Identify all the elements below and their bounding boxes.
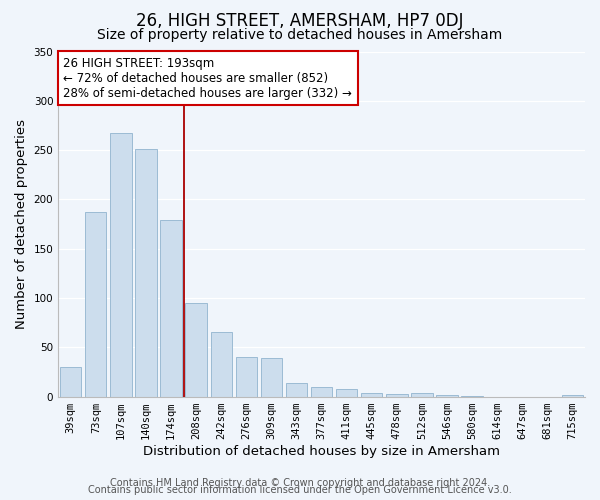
Bar xyxy=(436,394,458,396)
Text: Size of property relative to detached houses in Amersham: Size of property relative to detached ho… xyxy=(97,28,503,42)
Bar xyxy=(85,212,106,396)
Bar xyxy=(311,386,332,396)
Bar xyxy=(336,388,358,396)
Bar xyxy=(386,394,407,396)
Bar xyxy=(261,358,282,397)
Bar xyxy=(562,394,583,396)
Bar xyxy=(411,392,433,396)
Bar xyxy=(236,357,257,397)
Bar xyxy=(361,392,382,396)
Bar xyxy=(185,303,207,396)
Bar xyxy=(110,134,131,396)
Text: 26, HIGH STREET, AMERSHAM, HP7 0DJ: 26, HIGH STREET, AMERSHAM, HP7 0DJ xyxy=(136,12,464,30)
X-axis label: Distribution of detached houses by size in Amersham: Distribution of detached houses by size … xyxy=(143,444,500,458)
Bar xyxy=(160,220,182,396)
Bar xyxy=(286,383,307,396)
Text: Contains HM Land Registry data © Crown copyright and database right 2024.: Contains HM Land Registry data © Crown c… xyxy=(110,478,490,488)
Bar xyxy=(60,367,82,396)
Bar xyxy=(136,149,157,396)
Y-axis label: Number of detached properties: Number of detached properties xyxy=(15,119,28,329)
Text: 26 HIGH STREET: 193sqm
← 72% of detached houses are smaller (852)
28% of semi-de: 26 HIGH STREET: 193sqm ← 72% of detached… xyxy=(64,56,352,100)
Text: Contains public sector information licensed under the Open Government Licence v3: Contains public sector information licen… xyxy=(88,485,512,495)
Bar xyxy=(211,332,232,396)
